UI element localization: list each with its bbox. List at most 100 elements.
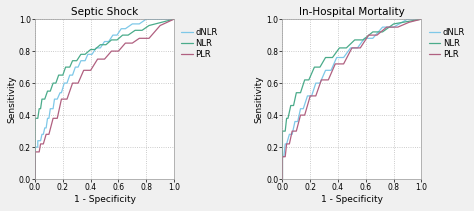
dNLR [47,107,53,110]
NLR [125,34,131,36]
dNLR [283,143,288,145]
PLR [88,69,93,72]
PLR [395,26,401,28]
Line: NLR: NLR [35,19,174,179]
dNLR [292,120,298,123]
dNLR [171,18,177,20]
NLR [291,104,296,107]
NLR [285,117,291,120]
NLR [39,98,45,100]
Title: In-Hospital Mortality: In-Hospital Mortality [299,7,405,17]
NLR [42,98,47,100]
PLR [157,24,163,27]
dNLR [144,18,149,20]
dNLR [73,66,78,68]
NLR [139,29,145,32]
dNLR [341,56,346,59]
NLR [132,29,138,32]
PLR [146,37,152,40]
dNLR [405,18,410,20]
PLR [289,130,295,132]
PLR [171,18,177,20]
PLR [40,143,46,145]
dNLR [123,27,128,30]
PLR [38,143,44,145]
PLR [384,26,390,28]
dNLR [89,53,95,55]
dNLR [362,37,367,40]
PLR [32,151,38,153]
NLR [50,82,56,84]
dNLR [78,60,84,62]
dNLR [39,133,45,136]
NLR [35,117,41,120]
NLR [311,66,317,68]
NLR [337,47,342,49]
dNLR [298,107,303,110]
dNLR [32,178,38,180]
Y-axis label: Sensitivity: Sensitivity [7,75,16,123]
dNLR [114,34,120,36]
PLR [59,98,64,100]
dNLR [305,95,310,97]
PLR [109,50,114,52]
NLR [82,53,88,55]
dNLR [313,82,319,84]
dNLR [295,120,301,123]
dNLR [419,18,424,20]
NLR [32,178,38,180]
dNLR [43,127,49,129]
NLR [284,117,290,120]
NLR [293,91,299,94]
dNLR [301,107,306,110]
dNLR [102,40,108,43]
NLR [298,91,303,94]
NLR [280,130,285,132]
NLR [92,48,98,51]
Legend: dNLR, NLR, PLR: dNLR, NLR, PLR [427,26,467,61]
NLR [370,31,376,33]
dNLR [35,146,41,148]
Line: PLR: PLR [283,19,421,179]
NLR [36,107,42,110]
NLR [88,48,93,51]
dNLR [85,53,91,55]
PLR [349,47,355,49]
NLR [98,43,103,46]
dNLR [380,26,385,28]
NLR [360,39,366,41]
dNLR [137,23,142,25]
PLR [280,156,285,158]
NLR [323,56,328,59]
NLR [45,90,50,92]
dNLR [328,69,334,72]
dNLR [391,26,397,28]
PLR [302,114,308,116]
PLR [280,178,285,180]
NLR [67,66,73,68]
PLR [284,143,290,145]
NLR [171,18,177,20]
Y-axis label: Sensitivity: Sensitivity [255,75,264,123]
dNLR [75,66,81,68]
NLR [32,117,38,120]
NLR [380,31,385,33]
dNLR [281,156,287,158]
X-axis label: 1 - Specificity: 1 - Specificity [321,195,383,204]
dNLR [110,34,116,36]
PLR [64,98,70,100]
PLR [36,151,42,153]
PLR [419,18,424,20]
dNLR [280,156,285,158]
PLR [374,34,380,36]
Title: Septic Shock: Septic Shock [71,7,138,17]
NLR [288,104,293,107]
dNLR [93,47,99,49]
NLR [302,79,308,81]
NLR [120,34,126,36]
dNLR [64,82,70,84]
PLR [357,47,363,49]
dNLR [50,107,56,110]
dNLR [52,98,57,100]
dNLR [118,27,124,30]
